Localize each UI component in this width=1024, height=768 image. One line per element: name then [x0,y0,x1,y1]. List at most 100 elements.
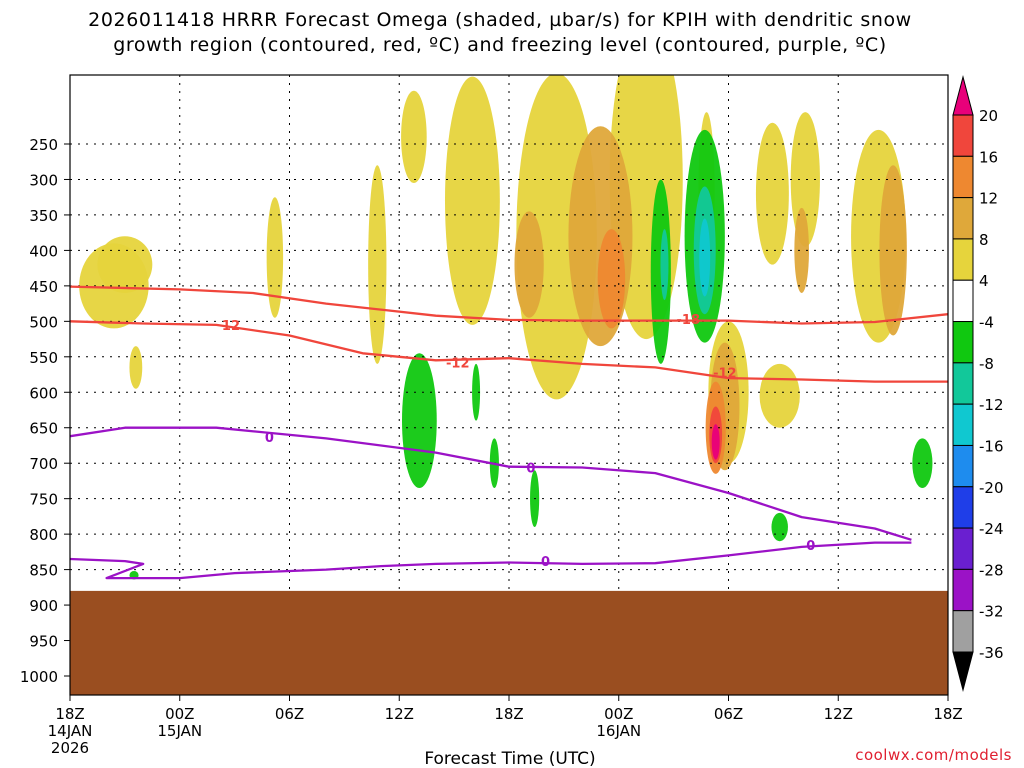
colorbar-box-1 [952,155,974,199]
colorbar-label-6: -8 [979,355,994,373]
omega-region-neg-35 [699,218,711,297]
y-tick-label-450: 450 [29,278,58,296]
y-tick-label-550: 550 [29,349,58,367]
contour-label-1: -12 [446,356,470,371]
contour-label-2: -18 [677,313,701,328]
omega-region-pos-14 [368,165,387,364]
omega-region-pos-13 [790,112,820,247]
x-tick-label-48: 18Z [933,705,962,723]
y-tick-label-500: 500 [29,313,58,331]
colorbar-box-5 [952,321,974,364]
colorbar-label-13: -36 [979,644,1004,662]
x-tick-sublabel-0: 14JAN [48,722,93,740]
colorbar-box-7 [952,403,974,446]
terrain-fill [70,590,948,695]
x-tick-label-12: 06Z [275,705,304,723]
omega-region-neg-30 [771,512,788,542]
omega-region-pos-19 [794,207,809,293]
colorbar-box-9 [952,486,974,529]
omega-region-pos-18 [879,165,907,336]
omega-region-pos-4 [401,90,427,184]
x-tick-label-36: 06Z [714,705,743,723]
omega-region-pos-15 [514,211,544,318]
omega-region-pos-1 [97,236,153,293]
contour-freezing-upper [70,426,912,541]
y-tick-label-700: 700 [29,455,58,473]
y-tick-label-800: 800 [29,526,58,544]
x-tick-sublabel-6: 15JAN [157,722,202,740]
colorbar-label-3: 8 [979,231,989,249]
contour-lines [70,285,948,580]
omega-region-pos-3 [129,346,143,389]
y-tick-label-1000: 1000 [20,668,58,686]
omega-region-pos-10 [759,363,800,428]
colorbar-label-1: 16 [979,148,998,166]
omega-region-pos-2 [266,197,284,318]
x-tick-label-18: 12Z [385,705,414,723]
colorbar-label-8: -16 [979,437,1004,455]
colorbar-bottom-arrow [952,651,974,692]
colorbar-box-2 [952,197,974,240]
contour-label-5: 0 [526,461,535,476]
y-axis: 250 300 350 400 450 500 550 600 650 700 750 800 850 9… [20,136,70,686]
colorbar-label-7: -12 [979,396,1004,414]
colorbar-box-4 [952,279,974,323]
colorbar: 20 16 12 8 4 -4 -8 -12 -16 -20 -24 -28 -32 -36 [952,75,1004,692]
omega-region-pos-23 [711,424,720,460]
omega-region-pos-5 [444,76,500,325]
x-tick-label-24: 18Z [494,705,523,723]
credit-text: coolwx.com/models [855,746,1012,764]
contour-freezing-lower [70,541,912,580]
y-tick-label-600: 600 [29,384,58,402]
colorbar-label-10: -24 [979,520,1004,538]
contour-dendritic-lower [70,320,948,383]
y-tick-label-750: 750 [29,491,58,509]
colorbar-top-arrow [952,75,974,116]
colorbar-label-9: -20 [979,479,1004,497]
colorbar-label-5: -4 [979,314,994,332]
y-tick-label-650: 650 [29,420,58,438]
x-axis-label: Forecast Time (UTC) [424,749,595,768]
colorbar-box-3 [952,238,974,281]
omega-region-neg-26 [401,353,437,489]
omega-region-pos-11 [755,122,789,265]
colorbar-label-0: 20 [979,107,998,125]
terrain-ground [70,590,948,695]
contour-label-7: 0 [806,539,815,554]
omega-region-neg-31 [472,363,481,421]
omega-region-pos-16 [568,126,633,347]
y-tick-label-850: 850 [29,562,58,580]
x-tick-label-42: 12Z [824,705,853,723]
contour-label-6: 0 [541,555,550,570]
colorbar-box-0 [952,114,974,157]
y-tick-label-950: 950 [29,633,58,651]
omega-region-neg-34 [660,229,669,301]
omega-region-neg-29 [912,438,933,489]
contour-label-3: -12 [713,366,737,381]
x-tick-label-6: 00Z [165,705,194,723]
contour-label-4: 0 [265,431,274,446]
chart-title: 2026011418 HRRR Forecast Omega (shaded, … [88,9,912,56]
colorbar-box-12 [952,610,974,653]
y-tick-label-400: 400 [29,242,58,260]
y-tick-label-350: 350 [29,207,58,225]
x-tick-year-0: 2026 [51,739,89,757]
colorbar-box-6 [952,362,974,405]
y-tick-label-300: 300 [29,171,58,189]
omega-region-pos-20 [597,229,626,329]
colorbar-label-11: -28 [979,561,1004,579]
y-tick-label-900: 900 [29,597,58,615]
omega-region-pos-6 [516,75,597,400]
colorbar-box-10 [952,527,974,570]
colorbar-label-2: 12 [979,190,998,208]
contour-label-0: 12 [222,319,240,334]
y-tick-label-250: 250 [29,136,58,154]
contour-dendritic-upper [70,285,948,325]
x-tick-sublabel-30: 16JAN [596,722,641,740]
contour-labels: 12 -12 -18 -12 0 0 0 0 [222,313,815,570]
colorbar-label-4: 4 [979,272,989,290]
colorbar-box-8 [952,444,974,488]
colorbar-label-12: -32 [979,603,1004,621]
